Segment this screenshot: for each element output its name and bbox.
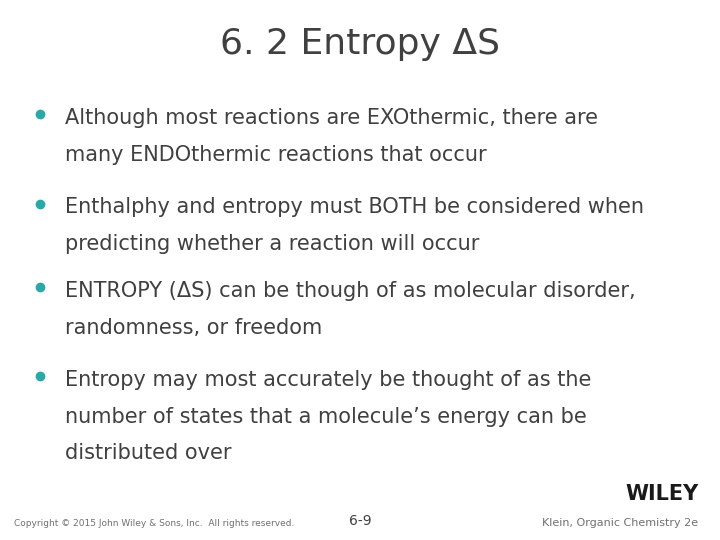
Text: ENTROPY (ΔS) can be though of as molecular disorder,: ENTROPY (ΔS) can be though of as molecul… bbox=[65, 281, 636, 301]
Text: 6-9: 6-9 bbox=[348, 514, 372, 528]
Text: 6. 2 Entropy ΔS: 6. 2 Entropy ΔS bbox=[220, 27, 500, 61]
Text: many ENDOthermic reactions that occur: many ENDOthermic reactions that occur bbox=[65, 145, 487, 165]
Text: Klein, Organic Chemistry 2e: Klein, Organic Chemistry 2e bbox=[542, 518, 698, 528]
Text: predicting whether a reaction will occur: predicting whether a reaction will occur bbox=[65, 234, 480, 254]
Text: number of states that a molecule’s energy can be: number of states that a molecule’s energ… bbox=[65, 407, 587, 427]
Text: Although most reactions are EXOthermic, there are: Although most reactions are EXOthermic, … bbox=[65, 108, 598, 128]
Text: Entropy may most accurately be thought of as the: Entropy may most accurately be thought o… bbox=[65, 370, 591, 390]
Text: Enthalphy and entropy must BOTH be considered when: Enthalphy and entropy must BOTH be consi… bbox=[65, 197, 644, 217]
Text: distributed over: distributed over bbox=[65, 443, 231, 463]
Text: WILEY: WILEY bbox=[625, 484, 698, 504]
Text: randomness, or freedom: randomness, or freedom bbox=[65, 318, 322, 338]
Text: Copyright © 2015 John Wiley & Sons, Inc.  All rights reserved.: Copyright © 2015 John Wiley & Sons, Inc.… bbox=[14, 519, 294, 528]
